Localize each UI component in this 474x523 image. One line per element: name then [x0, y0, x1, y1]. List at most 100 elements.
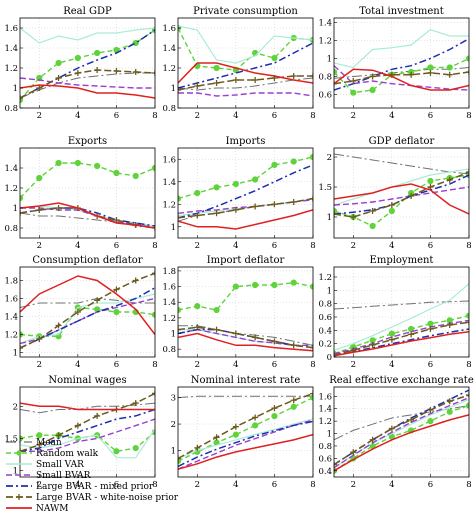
tick-label-y: 1.2 [318, 417, 332, 427]
tick-label-y: 1 [327, 430, 332, 440]
point-rw [290, 403, 297, 410]
point-lbvar_wn [55, 322, 62, 329]
legend-label: Small BVAR [36, 471, 91, 481]
tick-label-y: 1 [171, 330, 176, 340]
series-line-sbvar [178, 328, 313, 346]
series-line-rw [178, 156, 313, 200]
series-line-lbvar_wn [178, 75, 313, 91]
tick-label-y: 1 [327, 213, 332, 223]
series-line-nawm [20, 402, 155, 411]
panel-title: Real effective exchange rate [329, 375, 474, 386]
axes-frame [19, 386, 156, 478]
point-rw [20, 194, 24, 202]
panel-2: Total investment 2 4 6 8 0.6 0.8 1 1.2 1.4 [318, 6, 471, 121]
point-lbvar_wn [334, 461, 337, 468]
series-line-nawm [178, 433, 313, 470]
series-group [334, 153, 469, 230]
point-rw [232, 431, 239, 438]
series-line-sbvar [334, 396, 469, 469]
series-line-lbvar_wn [20, 272, 155, 349]
series-group [20, 26, 155, 104]
tick-label-x: 4 [233, 360, 238, 370]
legend-item-svar: Small VAR [6, 460, 84, 470]
panel-title: Import deflator [207, 255, 285, 266]
series-line-rw [334, 174, 469, 227]
tick-label-x: 2 [351, 111, 356, 121]
series-line-lbvar_wn [178, 392, 313, 460]
axes-frame [19, 147, 156, 239]
point-lbvar_wn [466, 392, 469, 399]
tick-label-x: 6 [428, 241, 433, 251]
legend-label: Random walk [36, 449, 99, 459]
tick-label-x: 2 [37, 480, 42, 490]
tick-label-y: 1 [171, 447, 176, 457]
axes-frame [333, 17, 470, 109]
point-lbvar_wn [271, 405, 278, 412]
point-lbvar_wn [152, 270, 155, 277]
series-line-nawm [334, 183, 469, 215]
series-line-nawm [178, 62, 313, 84]
point-lbvar_wn [350, 449, 357, 456]
tick-label-y: 1.4 [162, 44, 176, 54]
tick-label-x: 2 [37, 241, 42, 251]
series-line-lbvar_mixed [178, 164, 313, 219]
series-line-rw [20, 306, 155, 337]
series-line-nawm [178, 332, 313, 352]
point-lbvar_wn [55, 205, 62, 211]
series-line-rw [334, 57, 469, 94]
panel-5: GDP deflator 2 4 6 8 1 1.5 2 [318, 136, 471, 251]
tick-label-y: 1 [13, 204, 18, 214]
series-line-lbvar_wn [178, 197, 313, 219]
series-line-svar [334, 398, 469, 469]
series-line-lbvar_wn [334, 171, 469, 218]
tick-label-x: 4 [389, 111, 394, 121]
series-line-lbvar_mixed [334, 174, 469, 215]
point-lbvar_wn [132, 400, 139, 407]
point-rw [94, 162, 101, 170]
point-lbvar_wn [94, 67, 101, 73]
point-rw [74, 54, 81, 62]
panel-9: Nominal wages 2 4 6 8 1 1.5 2 [4, 375, 157, 490]
point-lbvar_wn [36, 85, 43, 91]
tick-label-y: 0.4 [318, 467, 332, 477]
tick-label-x: 8 [310, 480, 315, 490]
axes-frame [19, 17, 156, 109]
series-line-lbvar_wn [334, 394, 469, 466]
tick-label-y: 1.2 [318, 273, 332, 283]
tick-label-y: 1.6 [4, 295, 18, 305]
series-line-mean [178, 325, 313, 346]
point-lbvar_wn [290, 342, 297, 349]
point-rw [334, 68, 338, 76]
tick-label-y: 1.6 [4, 24, 18, 34]
point-lbvar_wn [152, 70, 155, 76]
series-line-lbvar_wn [178, 326, 313, 349]
series-line-svar [178, 418, 313, 460]
point-lbvar_wn [466, 169, 469, 175]
axes-frame [177, 147, 314, 239]
panel-10: Nominal interest rate 2 4 6 8 1 2 3 [171, 375, 316, 490]
point-lbvar_wn [252, 77, 259, 83]
point-rw [74, 159, 81, 167]
tick-label-x: 2 [195, 241, 200, 251]
series-group [178, 153, 313, 230]
tick-label-x: 2 [195, 480, 200, 490]
point-lbvar_wn [427, 406, 434, 413]
panel-3: Exports 2 4 6 8 0.8 1 1.2 1.4 [4, 136, 157, 251]
point-lbvar_wn [232, 206, 239, 213]
point-lbvar_wn [408, 193, 415, 199]
point-lbvar_wn [94, 297, 101, 304]
point-rw [369, 222, 376, 230]
point-rw [427, 177, 434, 185]
panel-title: Employment [370, 255, 434, 266]
series-line-lbvar_mixed [178, 420, 313, 468]
tick-label-y: 1.6 [162, 155, 176, 165]
point-rw [427, 418, 434, 425]
axes-frame [177, 17, 314, 109]
series-group [178, 390, 313, 470]
tick-label-y: 1.6 [162, 24, 176, 34]
point-rw [132, 172, 139, 180]
series-line-mean [178, 395, 313, 399]
panel-title: Private consumption [193, 6, 298, 17]
